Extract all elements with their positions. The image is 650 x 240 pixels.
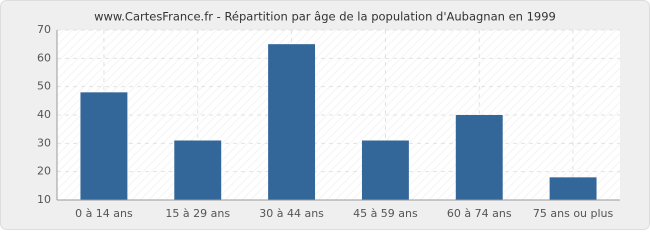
y-tick-label: 50 [37, 80, 51, 93]
y-tick-label: 60 [37, 51, 51, 64]
x-tick-label: 15 à 29 ans [165, 207, 230, 220]
y-tick-label: 40 [37, 108, 51, 121]
x-tick-label: 30 à 44 ans [259, 207, 324, 220]
bar [174, 140, 222, 200]
y-tick-label: 20 [37, 165, 51, 178]
chart-title: www.CartesFrance.fr - Répartition par âg… [94, 10, 556, 24]
y-tick-label: 70 [37, 23, 51, 36]
bar [80, 92, 128, 200]
x-tick-label: 60 à 74 ans [447, 207, 512, 220]
x-tick-label: 75 ans ou plus [533, 207, 614, 220]
y-tick-label: 30 [37, 136, 51, 149]
chart: www.CartesFrance.fr - Répartition par âg… [0, 0, 650, 230]
x-tick-label: 45 à 59 ans [353, 207, 418, 220]
y-tick-label: 10 [37, 193, 51, 206]
bar [455, 115, 503, 200]
page: www.CartesFrance.fr - Répartition par âg… [0, 0, 650, 230]
x-tick-label: 0 à 14 ans [75, 207, 133, 220]
bar [361, 140, 409, 200]
bar [549, 177, 597, 200]
bar [268, 44, 316, 200]
